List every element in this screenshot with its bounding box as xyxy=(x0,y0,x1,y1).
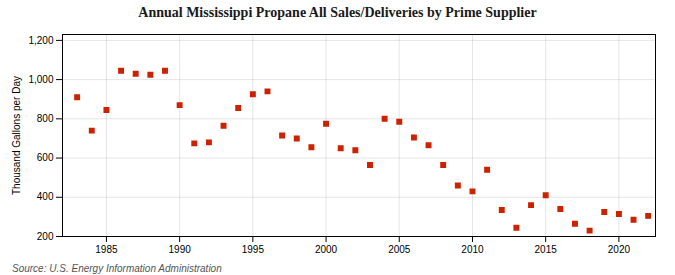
svg-text:1985: 1985 xyxy=(95,244,118,255)
html-text:Annual Mississippi Propane All: Annual Mississippi Propane All Sales/Del… xyxy=(138,5,537,20)
svg-text:2000: 2000 xyxy=(315,244,338,255)
svg-text:1,000: 1,000 xyxy=(28,74,53,85)
svg-text:400: 400 xyxy=(37,191,54,202)
svg-text:800: 800 xyxy=(37,113,54,124)
svg-text:1,200: 1,200 xyxy=(28,35,53,46)
svg-text:600: 600 xyxy=(37,152,54,163)
svg-text:Thousand Gallons per Day: Thousand Gallons per Day xyxy=(11,76,22,195)
svg-text:200: 200 xyxy=(37,231,54,242)
svg-text:2020: 2020 xyxy=(608,244,631,255)
html-text:Source: U.S. Energy Informatio: Source: U.S. Energy Information Administ… xyxy=(12,263,222,274)
svg-text:2015: 2015 xyxy=(535,244,558,255)
svg-text:2005: 2005 xyxy=(388,244,411,255)
svg-text:1990: 1990 xyxy=(169,244,192,255)
svg-text:1995: 1995 xyxy=(242,244,265,255)
svg-text:2010: 2010 xyxy=(461,244,484,255)
